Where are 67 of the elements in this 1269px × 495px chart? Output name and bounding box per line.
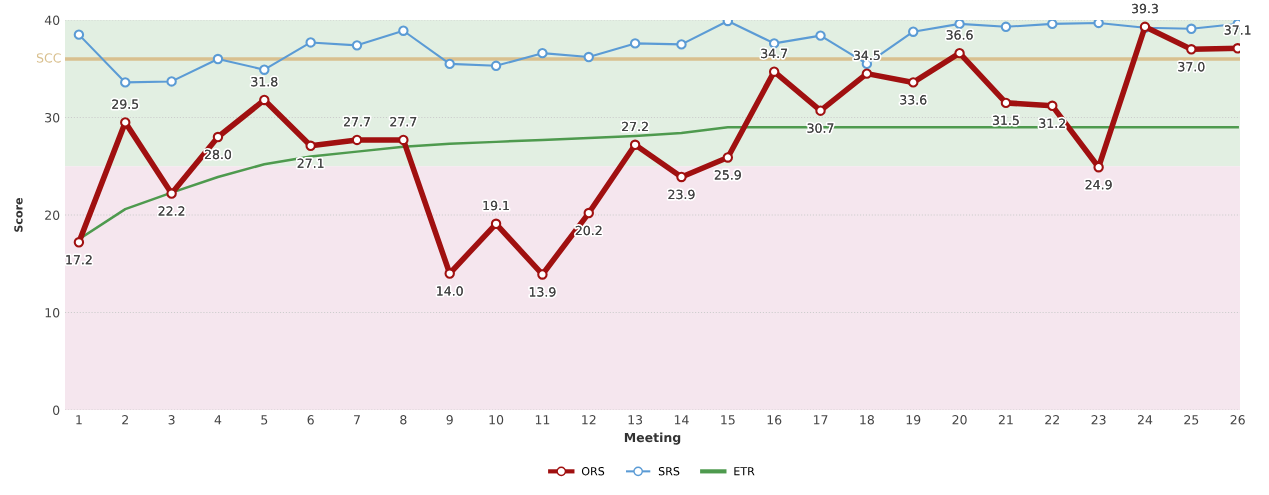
x-tick-label: 11 — [535, 415, 550, 425]
x-tick-label: 15 — [721, 415, 735, 425]
x-tick-label: 16 — [767, 415, 782, 425]
x-tick-label: 21 — [998, 415, 1013, 425]
legend-label: ETR — [734, 467, 755, 476]
data-label: 27.2 — [622, 121, 648, 132]
data-label: 23.9 — [668, 189, 695, 200]
x-tick-label: 20 — [952, 415, 967, 425]
x-tick-label: 22 — [1045, 415, 1059, 425]
y-axis-title: Score — [14, 197, 23, 232]
data-label: 22.2 — [158, 206, 185, 216]
data-label: 31.5 — [992, 115, 1019, 126]
y-tick-label: 20 — [45, 210, 60, 220]
data-label: 29.5 — [112, 99, 139, 109]
x-tick-label: 25 — [1184, 415, 1199, 425]
x-tick-label: 8 — [400, 415, 407, 425]
data-label: 24.9 — [1085, 179, 1112, 190]
data-label: 27.7 — [344, 116, 370, 127]
data-label: 19.1 — [483, 200, 509, 211]
point — [166, 188, 177, 199]
data-label: 14.0 — [437, 286, 463, 296]
point — [490, 218, 502, 229]
data-label: 34.7 — [761, 48, 788, 59]
x-axis-title: Meeting — [624, 432, 681, 445]
data-label: 27.1 — [297, 158, 324, 168]
x-tick-label: 12 — [582, 415, 596, 425]
x-tick-label: 13 — [628, 415, 643, 425]
x-tick-label: 2 — [122, 415, 128, 425]
x-tick-label: 3 — [168, 415, 175, 425]
x-tick-label: 7 — [354, 415, 360, 425]
x-tick-label: 6 — [307, 415, 314, 425]
data-label: 30.7 — [807, 123, 834, 133]
data-label: 13.9 — [529, 287, 556, 297]
data-label: 34.5 — [853, 50, 880, 61]
x-tick-label: 23 — [1091, 415, 1106, 425]
x-tick-label: 5 — [261, 415, 268, 425]
x-tick-label: 19 — [906, 415, 921, 425]
x-tick-label: 26 — [1230, 415, 1245, 425]
data-label: 39.3 — [1132, 3, 1158, 14]
x-tick-label: 1 — [76, 415, 82, 425]
x-tick-label: 4 — [214, 415, 222, 425]
data-label: 27.7 — [390, 116, 417, 127]
y-tick-label: 0 — [53, 405, 60, 415]
data-label: 31.8 — [251, 76, 278, 87]
point — [73, 237, 85, 248]
point — [676, 171, 687, 183]
ref-line-label: SCC — [36, 53, 61, 63]
x-tick-label: 24 — [1137, 415, 1153, 425]
legend-label: SRS — [658, 467, 680, 476]
data-label: 28.0 — [204, 149, 232, 160]
y-tick-label: 40 — [44, 15, 60, 25]
data-label: 37.0 — [1178, 61, 1205, 72]
y-tick-label: 10 — [45, 307, 60, 318]
data-label: 33.6 — [900, 95, 927, 105]
x-tick-label: 10 — [489, 415, 504, 425]
x-tick-label: 18 — [860, 415, 874, 425]
point — [537, 269, 548, 280]
data-label: 37.1 — [1224, 25, 1251, 35]
data-label: 25.9 — [714, 170, 741, 180]
legend-label: ORS — [581, 467, 605, 476]
x-tick-label: 17 — [813, 415, 828, 425]
point — [583, 207, 594, 219]
x-tick-label: 9 — [446, 415, 453, 425]
data-label: 17.2 — [66, 255, 92, 265]
x-tick-label: 14 — [674, 415, 689, 425]
data-label: 36.6 — [946, 30, 973, 40]
y-tick-label: 30 — [45, 112, 60, 123]
